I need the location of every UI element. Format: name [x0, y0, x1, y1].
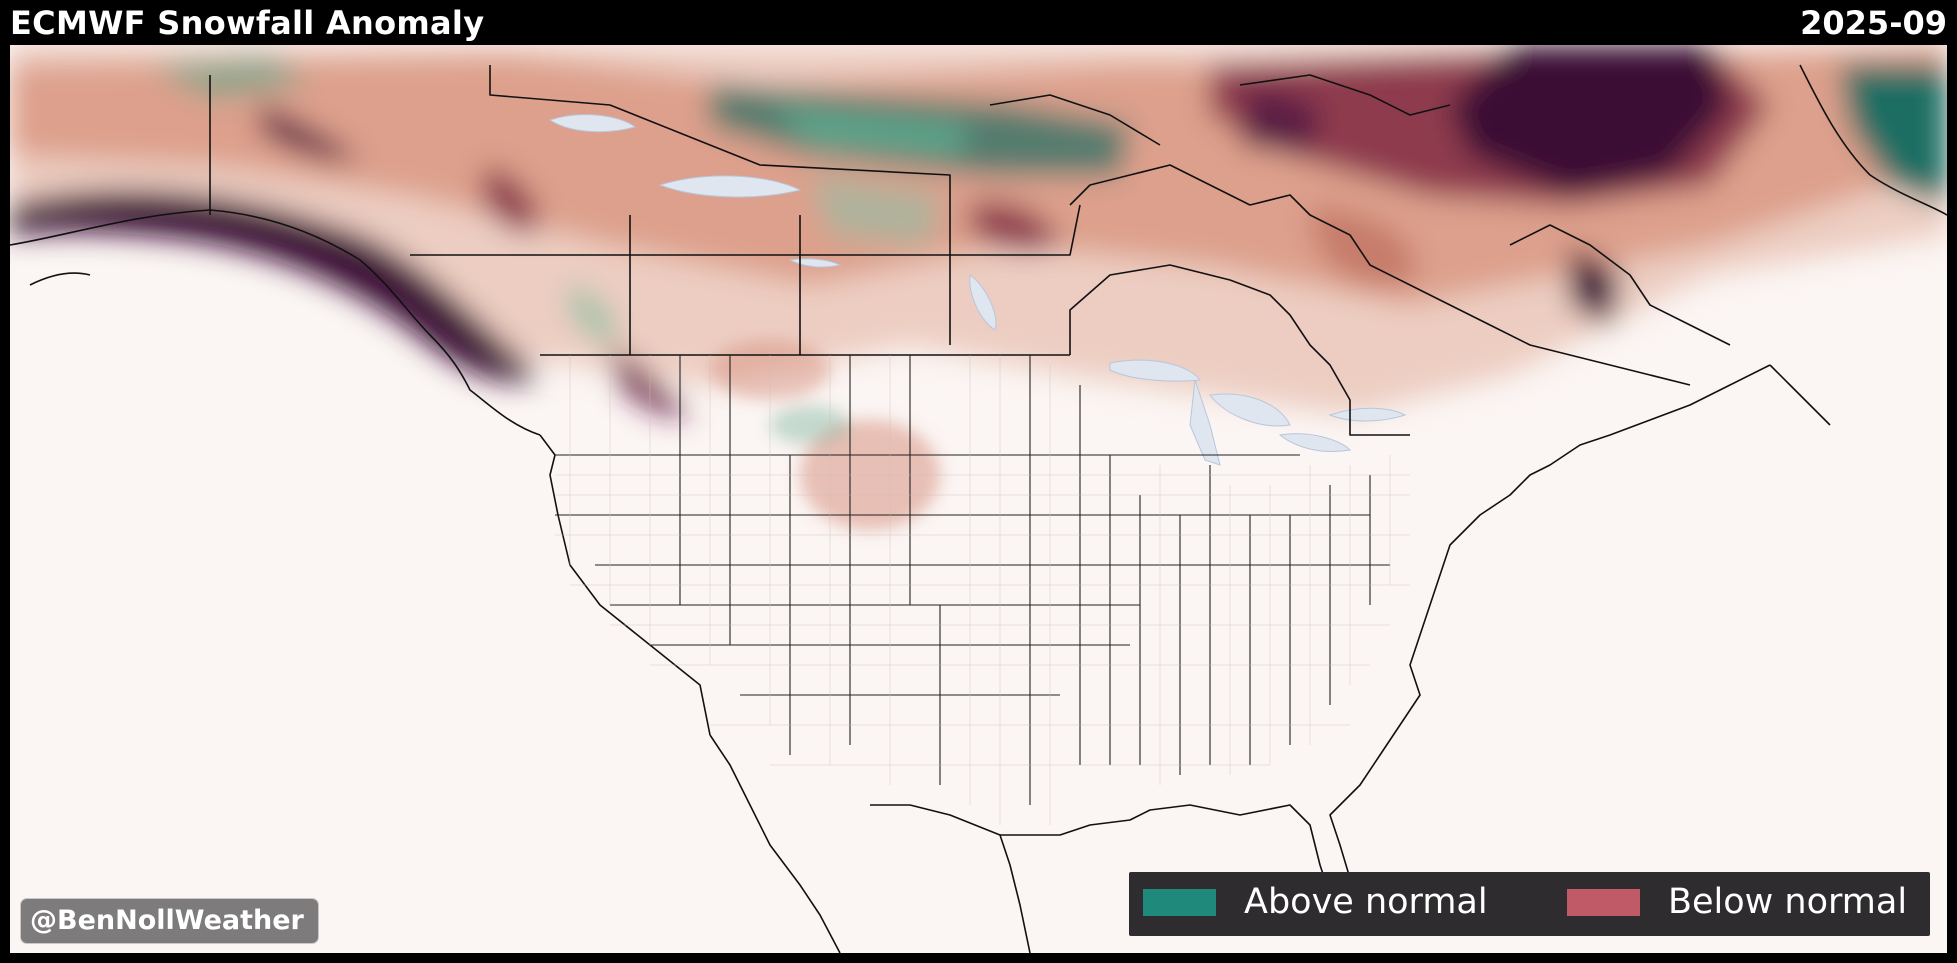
- credit-badge: @BenNollWeather: [20, 898, 319, 944]
- above-normal-label: Above normal: [1244, 882, 1488, 922]
- us-state-borders: [555, 355, 1390, 805]
- map-area: [10, 45, 1947, 953]
- map-title: ECMWF Snowfall Anomaly: [10, 4, 485, 42]
- county-grid: [555, 355, 1410, 825]
- below-normal-swatch: [1567, 889, 1640, 916]
- credit-handle: @BenNollWeather: [30, 905, 304, 936]
- forecast-date: 2025-09: [1800, 4, 1947, 42]
- above-normal-swatch: [1143, 889, 1216, 916]
- us-anomaly-shading: [710, 340, 940, 530]
- coastlines-and-borders: [10, 64, 1947, 953]
- map-legend: Above normal Below normal: [1129, 872, 1930, 936]
- lakes: [548, 114, 1407, 466]
- snowfall-anomaly-map: [10, 45, 1947, 953]
- anomaly-shading: [10, 45, 1947, 416]
- below-normal-label: Below normal: [1668, 882, 1908, 922]
- title-bar: ECMWF Snowfall Anomaly 2025-09: [0, 0, 1957, 45]
